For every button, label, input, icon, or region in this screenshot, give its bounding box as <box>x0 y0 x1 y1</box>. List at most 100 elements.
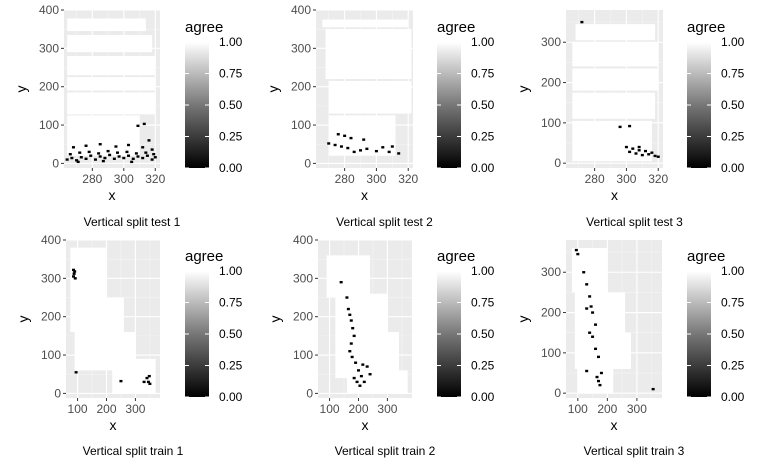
agree-zero-cell <box>350 355 354 359</box>
legend-tick-label: 0.50 <box>471 98 495 112</box>
y-tick-label: 0 <box>554 156 561 170</box>
agree-zero-cell <box>365 147 369 151</box>
agree-zero-cell <box>352 150 356 154</box>
legend-tick-label: 0.75 <box>721 296 745 310</box>
agree-zero-cell <box>650 151 654 154</box>
y-tick-label: 400 <box>39 3 59 17</box>
agree-region <box>325 29 412 80</box>
agree-zero-cell <box>119 379 123 383</box>
y-axis-title: y <box>515 86 531 93</box>
agree-zero-cell <box>117 155 121 158</box>
agree-region <box>571 248 608 293</box>
y-tick-label: 0 <box>306 386 313 400</box>
agree-region <box>67 77 156 91</box>
x-axis-title: x <box>362 417 369 433</box>
agree-region <box>572 120 652 162</box>
y-tick-label: 100 <box>291 118 311 132</box>
agree-region <box>335 293 388 336</box>
agree-zero-cell <box>108 153 112 157</box>
y-axis-title: y <box>15 316 31 323</box>
agree-zero-cell <box>351 327 355 330</box>
agree-zero-cell <box>594 347 598 351</box>
panel-caption: Vertical split train 1 <box>83 444 184 458</box>
agree-zero-cell <box>141 156 145 160</box>
agree-zero-cell <box>84 144 88 147</box>
agree-zero-cell <box>588 295 592 298</box>
agree-zero-cell <box>141 146 145 149</box>
y-tick-label: 0 <box>54 386 61 400</box>
agree-zero-cell <box>348 313 352 316</box>
legend-tick-label: 0.00 <box>471 161 495 175</box>
agree-zero-cell <box>144 151 148 154</box>
agree-zero-cell <box>631 147 635 150</box>
x-tick-label: 200 <box>597 402 617 416</box>
agree-zero-cell <box>589 305 593 308</box>
agree-zero-cell <box>125 150 129 154</box>
y-tick-label: 100 <box>541 116 561 130</box>
agree-zero-cell <box>628 150 632 154</box>
legend-tick-label: 0.75 <box>471 296 495 310</box>
agree-zero-cell <box>343 134 347 137</box>
x-axis-title: x <box>110 417 117 433</box>
legend-tick-label: 1.00 <box>721 35 745 49</box>
agree-zero-cell <box>79 156 83 159</box>
agree-zero-cell <box>368 373 372 376</box>
y-tick-label: 200 <box>41 310 61 324</box>
agree-zero-cell <box>346 307 350 311</box>
agree-zero-cell <box>591 335 595 338</box>
legend-tick-label: 0.50 <box>721 98 745 112</box>
agree-zero-cell <box>596 379 600 383</box>
agree-zero-cell <box>365 365 369 368</box>
legend-tick-label: 0.75 <box>219 296 243 310</box>
y-tick-label: 200 <box>39 80 59 94</box>
agree-zero-cell <box>103 156 107 160</box>
x-tick-label: 280 <box>82 172 102 186</box>
agree-zero-cell <box>374 149 378 153</box>
agree-zero-cell <box>574 248 578 252</box>
agree-zero-cell <box>647 153 651 156</box>
agree-zero-cell <box>68 152 72 156</box>
agree-zero-cell <box>76 160 80 164</box>
agree-zero-cell <box>145 154 149 157</box>
agree-zero-cell <box>598 383 602 387</box>
legend-tick-label: 0.25 <box>721 359 745 373</box>
y-tick-label: 100 <box>39 118 59 132</box>
y-tick-label: 400 <box>41 233 61 247</box>
agree-zero-cell <box>656 155 660 158</box>
agree-zero-cell <box>122 156 126 160</box>
agree-zero-cell <box>644 149 648 153</box>
agree-zero-cell <box>336 133 340 136</box>
agree-zero-cell <box>89 154 93 157</box>
y-tick-label: 300 <box>541 265 561 279</box>
agree-zero-cell <box>71 146 75 149</box>
agree-zero-cell <box>97 152 101 155</box>
agree-zero-cell <box>327 142 331 145</box>
agree-zero-cell <box>72 272 76 275</box>
agree-zero-cell <box>72 275 76 278</box>
agree-zero-cell <box>150 158 154 161</box>
agree-zero-cell <box>127 143 131 147</box>
agree-region <box>574 332 631 369</box>
legend-title: agree <box>185 248 223 265</box>
agree-zero-cell <box>354 361 358 364</box>
agree-zero-cell <box>73 277 77 280</box>
y-tick-label: 100 <box>293 348 313 362</box>
legend-tick-label: 0.75 <box>471 67 495 81</box>
agree-zero-cell <box>591 311 595 314</box>
legend-tick-label: 0.75 <box>721 67 745 81</box>
panel-caption: Vertical split train 2 <box>335 444 436 458</box>
agree-zero-cell <box>651 387 655 391</box>
agree-zero-cell <box>153 156 157 159</box>
y-axis-title: y <box>265 86 281 93</box>
legend-title: agree <box>687 19 725 36</box>
agree-zero-cell <box>112 157 116 160</box>
legend-title: agree <box>185 19 223 36</box>
agree-region <box>70 247 107 298</box>
agree-zero-cell <box>390 145 394 148</box>
y-tick-label: 0 <box>554 386 561 400</box>
agree-zero-cell <box>345 296 349 299</box>
agree-zero-cell <box>585 307 589 310</box>
agree-zero-cell <box>136 124 140 128</box>
agree-zero-cell <box>333 143 337 147</box>
